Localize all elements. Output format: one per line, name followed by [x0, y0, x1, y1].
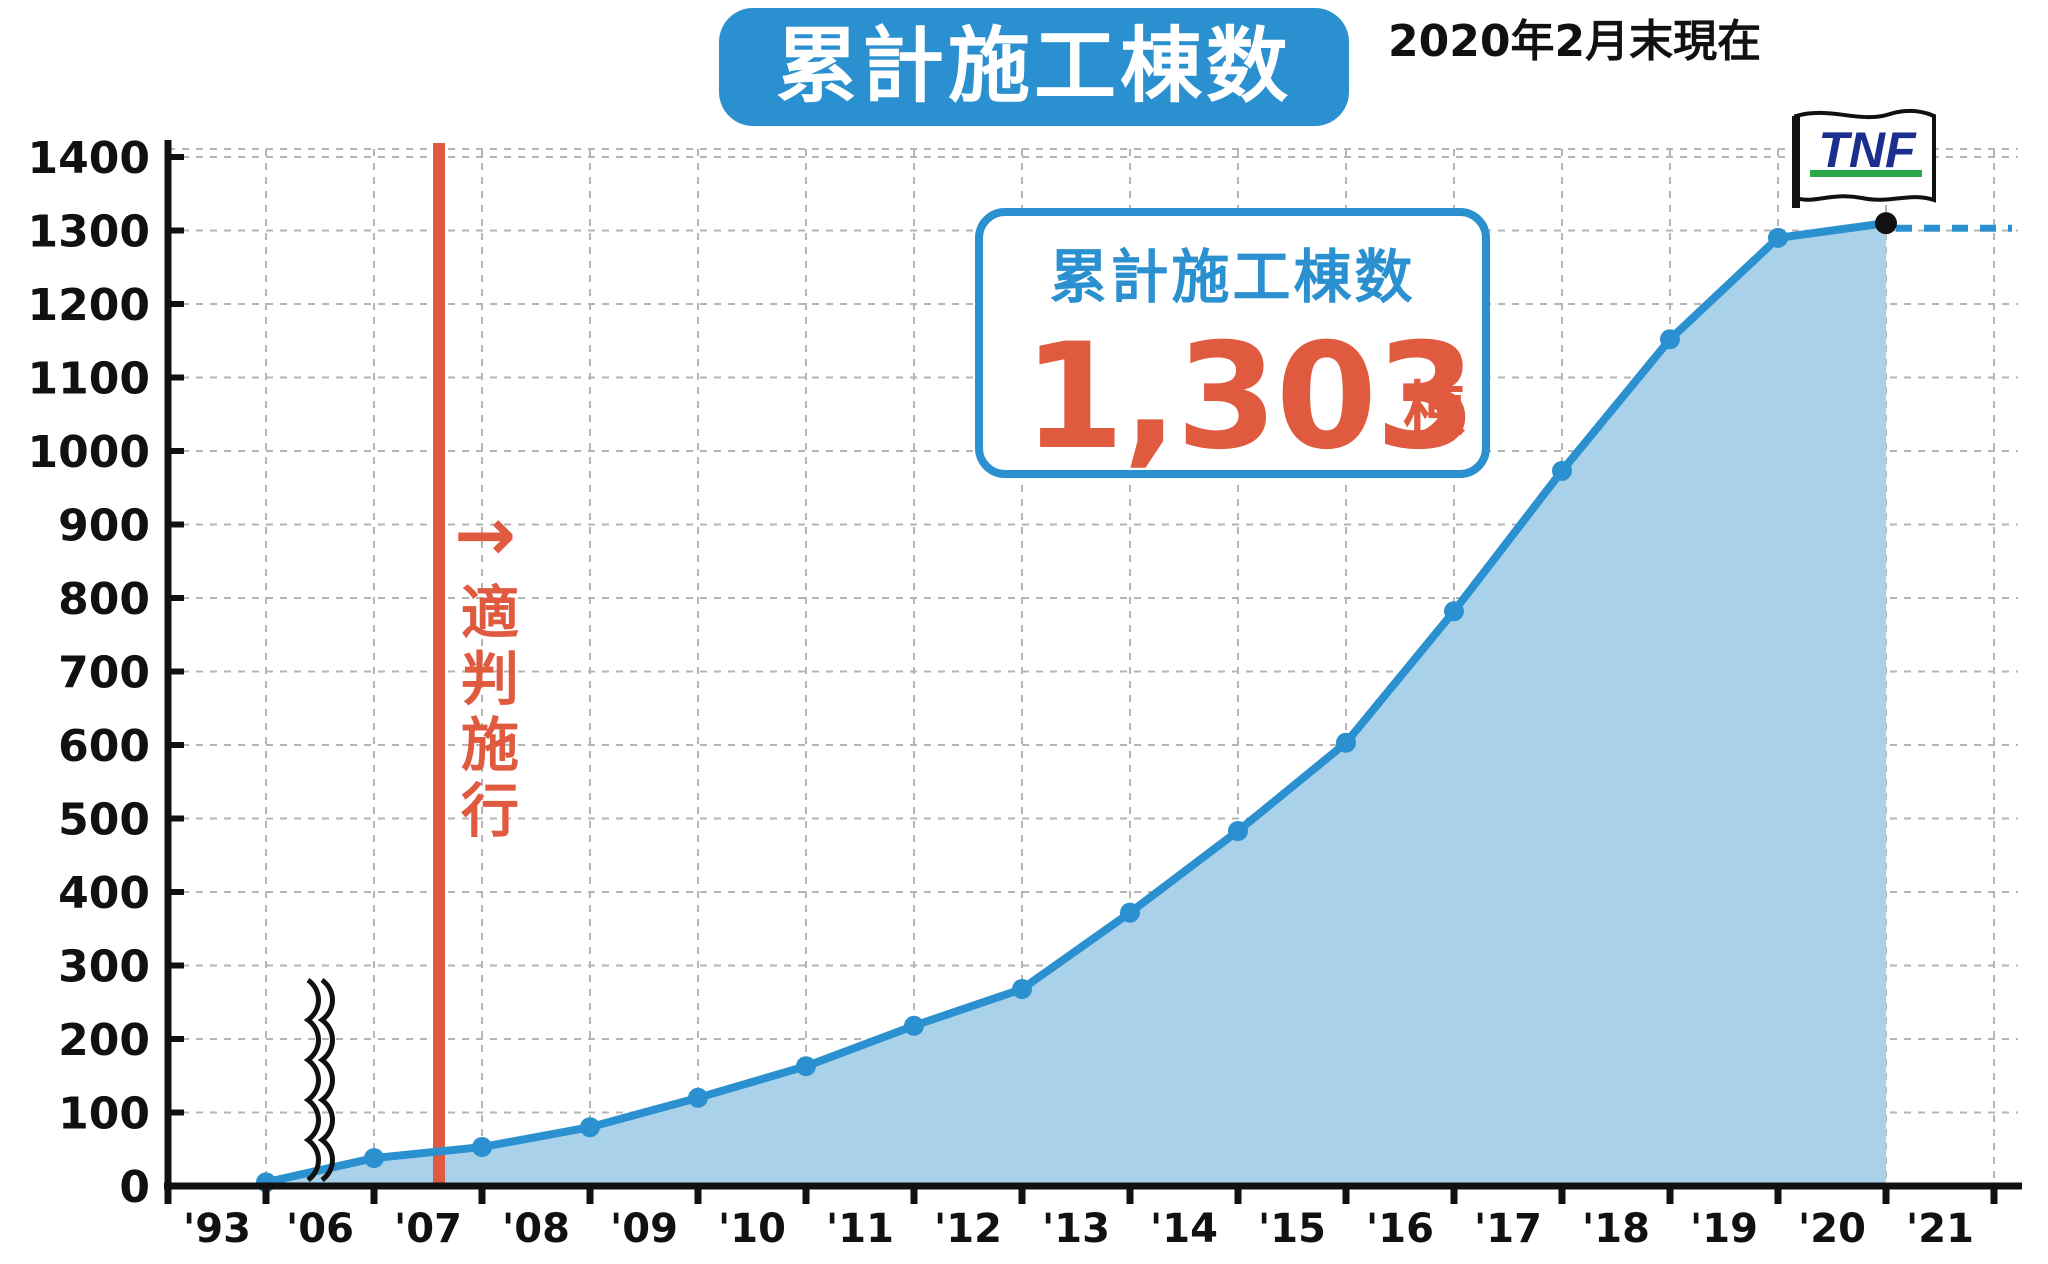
y-tick-label: 1100	[28, 354, 150, 405]
data-point	[1444, 601, 1464, 622]
x-tick-label: '15	[1258, 1206, 1326, 1252]
x-tick-label: '14	[1150, 1206, 1218, 1252]
x-tick-label: '10	[718, 1206, 786, 1252]
data-point	[472, 1137, 492, 1158]
y-tick-labels: 0 100 200 300 400 500 600 700 800 900 1000 1100 1200…	[28, 133, 150, 1213]
y-tick-label: 1300	[28, 207, 150, 258]
as-of-date-note: 2020年2月末現在	[1388, 16, 1762, 67]
summary-callout: 累計施工棟数 1,303 棟	[975, 208, 1490, 478]
data-point	[1768, 227, 1788, 248]
y-tick-label: 300	[58, 942, 150, 993]
data-point	[1875, 212, 1897, 235]
y-tick-label: 1200	[28, 280, 150, 331]
data-point	[904, 1015, 924, 1036]
axis-break-mark	[303, 977, 335, 1183]
x-tick-label: '08	[502, 1206, 570, 1252]
summary-unit: 棟	[1403, 374, 1466, 447]
y-tick-label: 400	[58, 868, 150, 919]
axes	[164, 140, 2022, 1204]
tnf-flag-icon	[1792, 108, 1936, 208]
x-tick-label: '16	[1366, 1206, 1434, 1252]
data-point	[1552, 460, 1572, 481]
y-tick-label: 900	[58, 501, 150, 552]
x-tick-label: '07	[394, 1206, 462, 1252]
axis-break-wave	[317, 977, 335, 1183]
chart-title: 累計施工棟数	[719, 8, 1349, 126]
axis-break-wave	[303, 977, 321, 1183]
data-point	[1336, 732, 1356, 753]
y-tick-label: 600	[58, 721, 150, 772]
flag-label: TNF	[1818, 122, 1916, 178]
y-tick-label: 200	[58, 1015, 150, 1066]
x-tick-label: '17	[1474, 1206, 1542, 1252]
data-point	[796, 1056, 816, 1077]
x-tick-label: '11	[826, 1206, 894, 1252]
x-tick-label: '09	[610, 1206, 678, 1252]
x-tick-label: '12	[934, 1206, 1002, 1252]
summary-label: 累計施工棟数	[1049, 243, 1416, 311]
area-fill	[266, 223, 1886, 1186]
data-point	[1228, 820, 1248, 841]
y-tick-label: 1000	[28, 427, 150, 478]
data-point	[688, 1087, 708, 1108]
data-point	[1660, 329, 1680, 350]
y-tick-label: 500	[58, 795, 150, 846]
x-tick-label: '18	[1582, 1206, 1650, 1252]
data-point	[1120, 902, 1140, 923]
x-tick-labels: '93 '06 '07 '08 '09 '10 '11 '12 '13 '14 '15 '16 '17 '…	[183, 1206, 1974, 1252]
summary-value: 1,303	[1023, 312, 1477, 482]
data-point	[1012, 979, 1032, 1000]
reference-line-label: 適判施行	[460, 579, 519, 845]
y-tick-label: 100	[58, 1089, 150, 1140]
x-tick-label: '93	[183, 1206, 251, 1252]
x-tick-label: '13	[1042, 1206, 1110, 1252]
y-tick-label: 800	[58, 574, 150, 625]
x-tick-label: '21	[1906, 1206, 1974, 1252]
reference-arrow-icon: →	[454, 492, 517, 578]
x-tick-label: '19	[1690, 1206, 1758, 1252]
y-tick-label: 700	[58, 648, 150, 699]
x-tick-label: '20	[1798, 1206, 1866, 1252]
data-point	[364, 1148, 384, 1169]
data-point	[580, 1117, 600, 1138]
y-tick-label: 1400	[28, 133, 150, 184]
x-tick-label: '06	[286, 1206, 354, 1252]
y-tick-label: 0	[119, 1162, 150, 1213]
series-line	[265, 219, 1887, 1187]
